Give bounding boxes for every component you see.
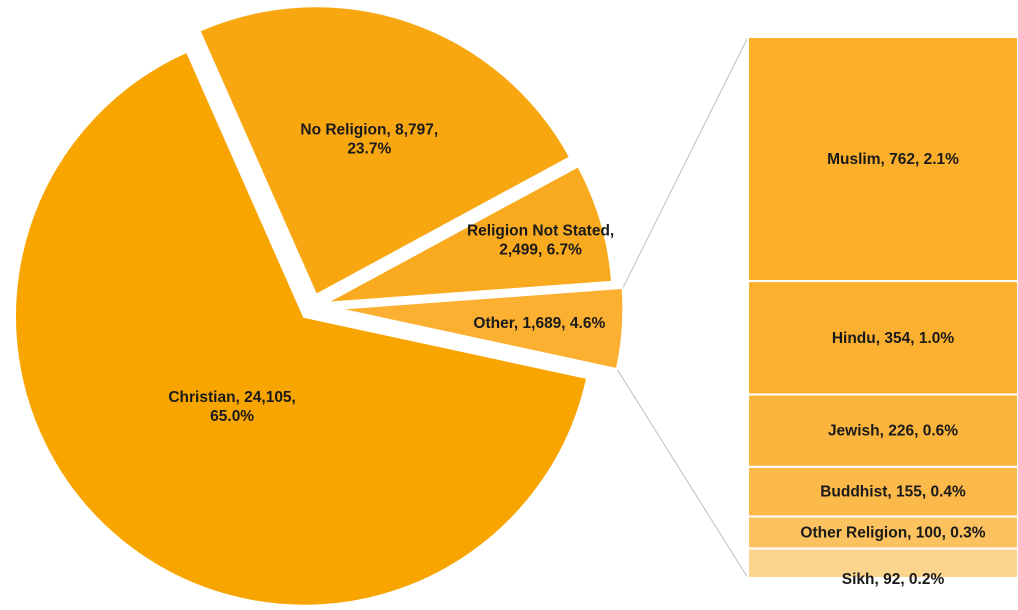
slice-label-religion-not-stated: Religion Not Stated, 2,499, 6.7%: [467, 223, 614, 259]
slice-label-other: Other, 1,689, 4.6%: [473, 315, 605, 332]
pie-slices: [12, 4, 626, 608]
bar-segment-muslim: [747, 36, 1018, 283]
segment-label-sikh: Sikh, 92, 0.2%: [842, 571, 945, 588]
segment-label-other-religion: Other Religion, 100, 0.3%: [800, 525, 985, 542]
slice-label-no-religion: No Religion, 8,797, 23.7%: [300, 122, 438, 158]
connector-line-bottom: [616, 369, 749, 579]
bar-segment-hindu: [747, 280, 1018, 396]
segment-label-muslim: Muslim, 762, 2.1%: [827, 151, 959, 168]
bar-segment-other-religion: [747, 515, 1018, 550]
segment-label-jewish: Jewish, 226, 0.6%: [828, 423, 958, 440]
bar-segment-jewish: [747, 393, 1018, 468]
slice-label-christian-line: 65.0%: [210, 408, 254, 425]
slice-label-religion-not-stated-line: Religion Not Stated,: [467, 223, 614, 240]
connector-lines: [616, 36, 749, 579]
slice-label-christian: Christian, 24,105, 65.0%: [168, 389, 296, 425]
slice-label-christian-line: Christian, 24,105,: [168, 389, 296, 406]
pie-slice-religion-not-stated: [322, 163, 615, 306]
slice-label-no-religion-line: No Religion, 8,797,: [300, 122, 438, 139]
segment-label-buddhist: Buddhist, 155, 0.4%: [820, 484, 966, 501]
segment-label-hindu: Hindu, 354, 1.0%: [832, 330, 955, 347]
slice-label-no-religion-line: 23.7%: [347, 141, 391, 158]
pie-slice-christian: [12, 48, 590, 608]
slice-label-other-line: Other, 1,689, 4.6%: [473, 315, 605, 332]
slice-label-religion-not-stated-line: 2,499, 6.7%: [499, 242, 582, 259]
connector-line-top: [622, 36, 749, 288]
bar-segment-buddhist: [747, 465, 1018, 518]
data-labels: Christian, 24,105, 65.0% No Religion, 8,79…: [168, 122, 985, 588]
bar-segment-sikh: [747, 547, 1018, 580]
pie-slice-other: [333, 285, 626, 372]
breakdown-bar: [747, 36, 1018, 580]
pie-slice-no-religion: [196, 4, 574, 298]
